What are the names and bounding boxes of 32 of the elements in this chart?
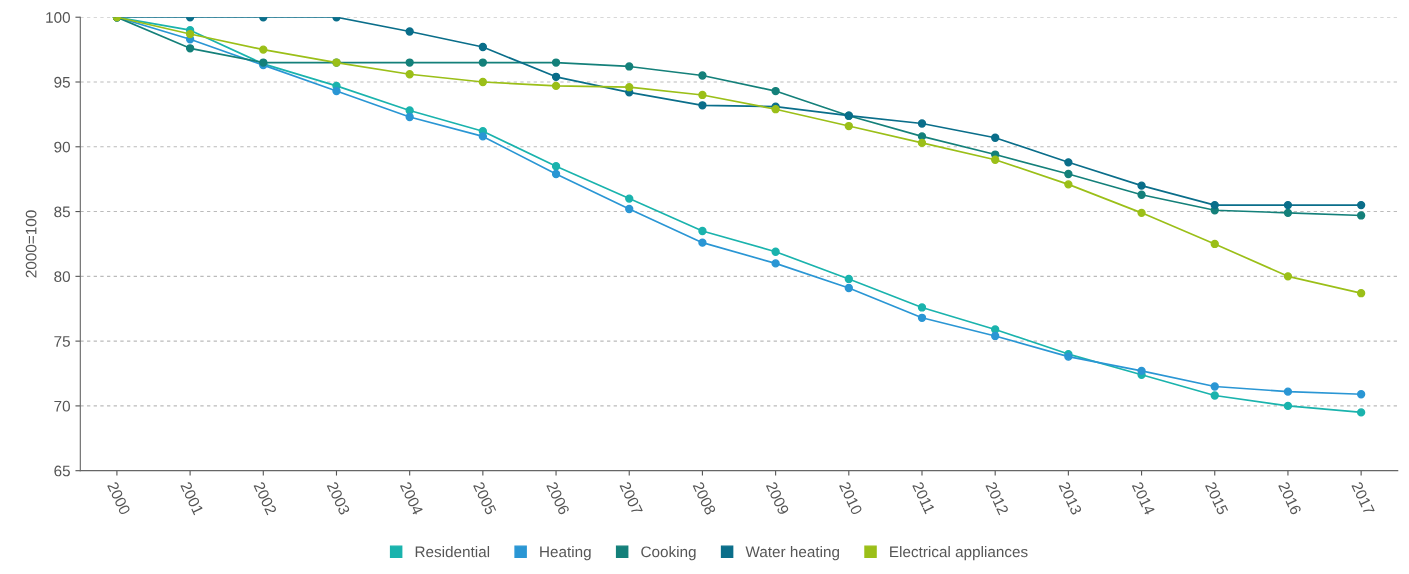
y-tick-label: 65	[54, 465, 70, 477]
y-tick-label: 75	[54, 336, 70, 347]
legend-label: Residential	[415, 546, 490, 558]
x-tick-label: 2017	[1351, 481, 1375, 516]
legend-label: Electrical appliances	[890, 546, 1028, 561]
y-tick-label: 90	[54, 141, 70, 153]
x-tick-label: 2000	[107, 481, 131, 516]
y-axis-title: 2000=100	[25, 210, 37, 278]
legend-label: Heating	[540, 546, 591, 561]
x-tick-label: 2006	[546, 481, 570, 516]
x-tick-label: 2014	[1131, 481, 1156, 516]
y-tick-label: 70	[54, 400, 70, 412]
x-tick-label: 2009	[765, 481, 790, 516]
x-tick-label: 2007	[619, 481, 643, 516]
x-tick-label: 2012	[985, 481, 1009, 516]
y-tick-label: 95	[54, 76, 70, 88]
x-tick-label: 2003	[326, 481, 351, 516]
x-tick-label: 2016	[1278, 481, 1302, 516]
x-tick-label: 2008	[692, 481, 717, 516]
y-tick-label: 85	[54, 206, 70, 218]
x-tick-label: 2004	[399, 481, 424, 516]
y-tick-label: 80	[54, 271, 70, 283]
x-tick-label: 2015	[1204, 481, 1229, 516]
x-tick-label: 2005	[473, 481, 497, 516]
x-tick-label: 2010	[838, 481, 863, 516]
x-tick-label: 2011	[912, 481, 936, 515]
x-tick-label: 2013	[1058, 481, 1083, 516]
x-tick-label: 2001	[180, 481, 204, 516]
x-tick-label: 2002	[253, 481, 277, 516]
legend-label: Cooking	[641, 546, 696, 561]
y-tick-label: 100	[46, 12, 70, 23]
legend-label: Water heating	[745, 546, 839, 561]
